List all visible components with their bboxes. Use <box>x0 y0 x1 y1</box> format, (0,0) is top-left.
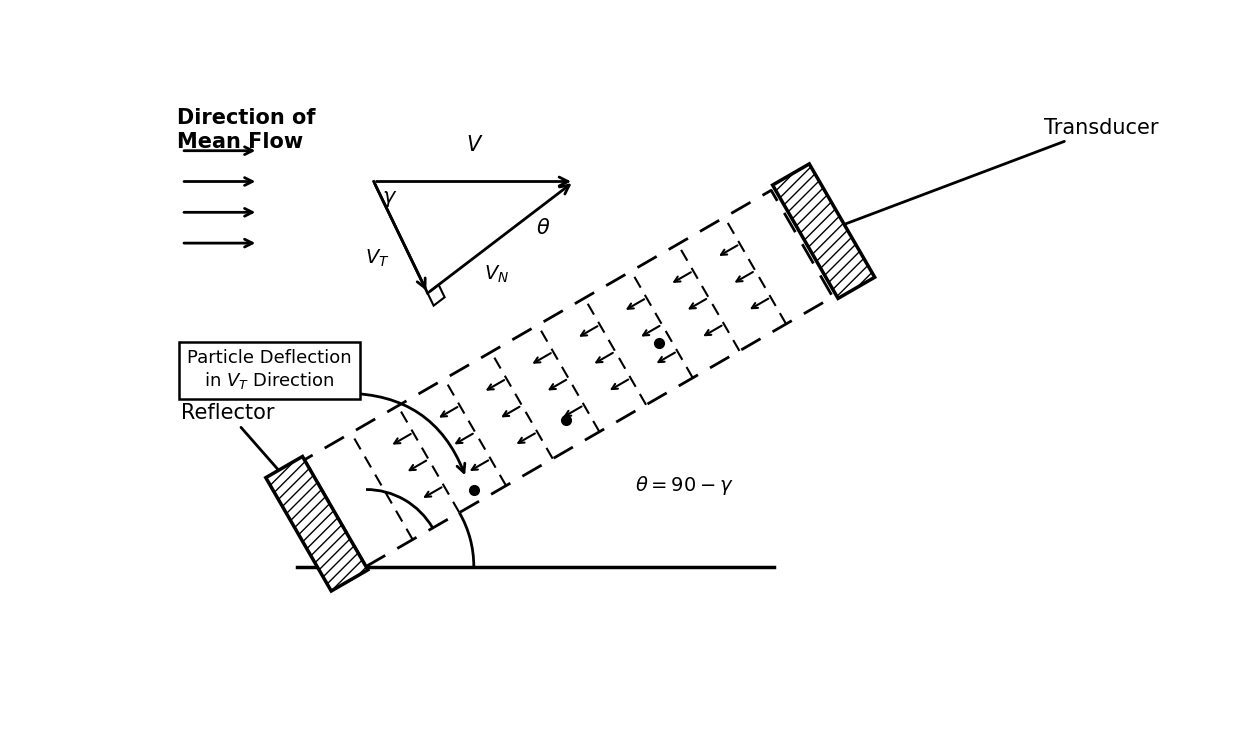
Text: Particle Deflection
in $V_T$ Direction: Particle Deflection in $V_T$ Direction <box>187 349 352 391</box>
Polygon shape <box>265 456 368 591</box>
Text: $V_T$: $V_T$ <box>366 248 389 269</box>
Text: γ: γ <box>383 187 396 207</box>
Text: θ: θ <box>537 218 549 237</box>
Text: Reflector: Reflector <box>181 402 331 530</box>
Text: $\theta = 90- \gamma$: $\theta = 90- \gamma$ <box>635 474 734 497</box>
Text: Direction of
Mean Flow: Direction of Mean Flow <box>177 109 316 151</box>
Text: Transducer: Transducer <box>825 118 1158 233</box>
Text: $V_N$: $V_N$ <box>485 263 510 285</box>
Text: V: V <box>466 135 481 154</box>
Text: γ: γ <box>310 530 322 550</box>
Polygon shape <box>773 164 874 298</box>
